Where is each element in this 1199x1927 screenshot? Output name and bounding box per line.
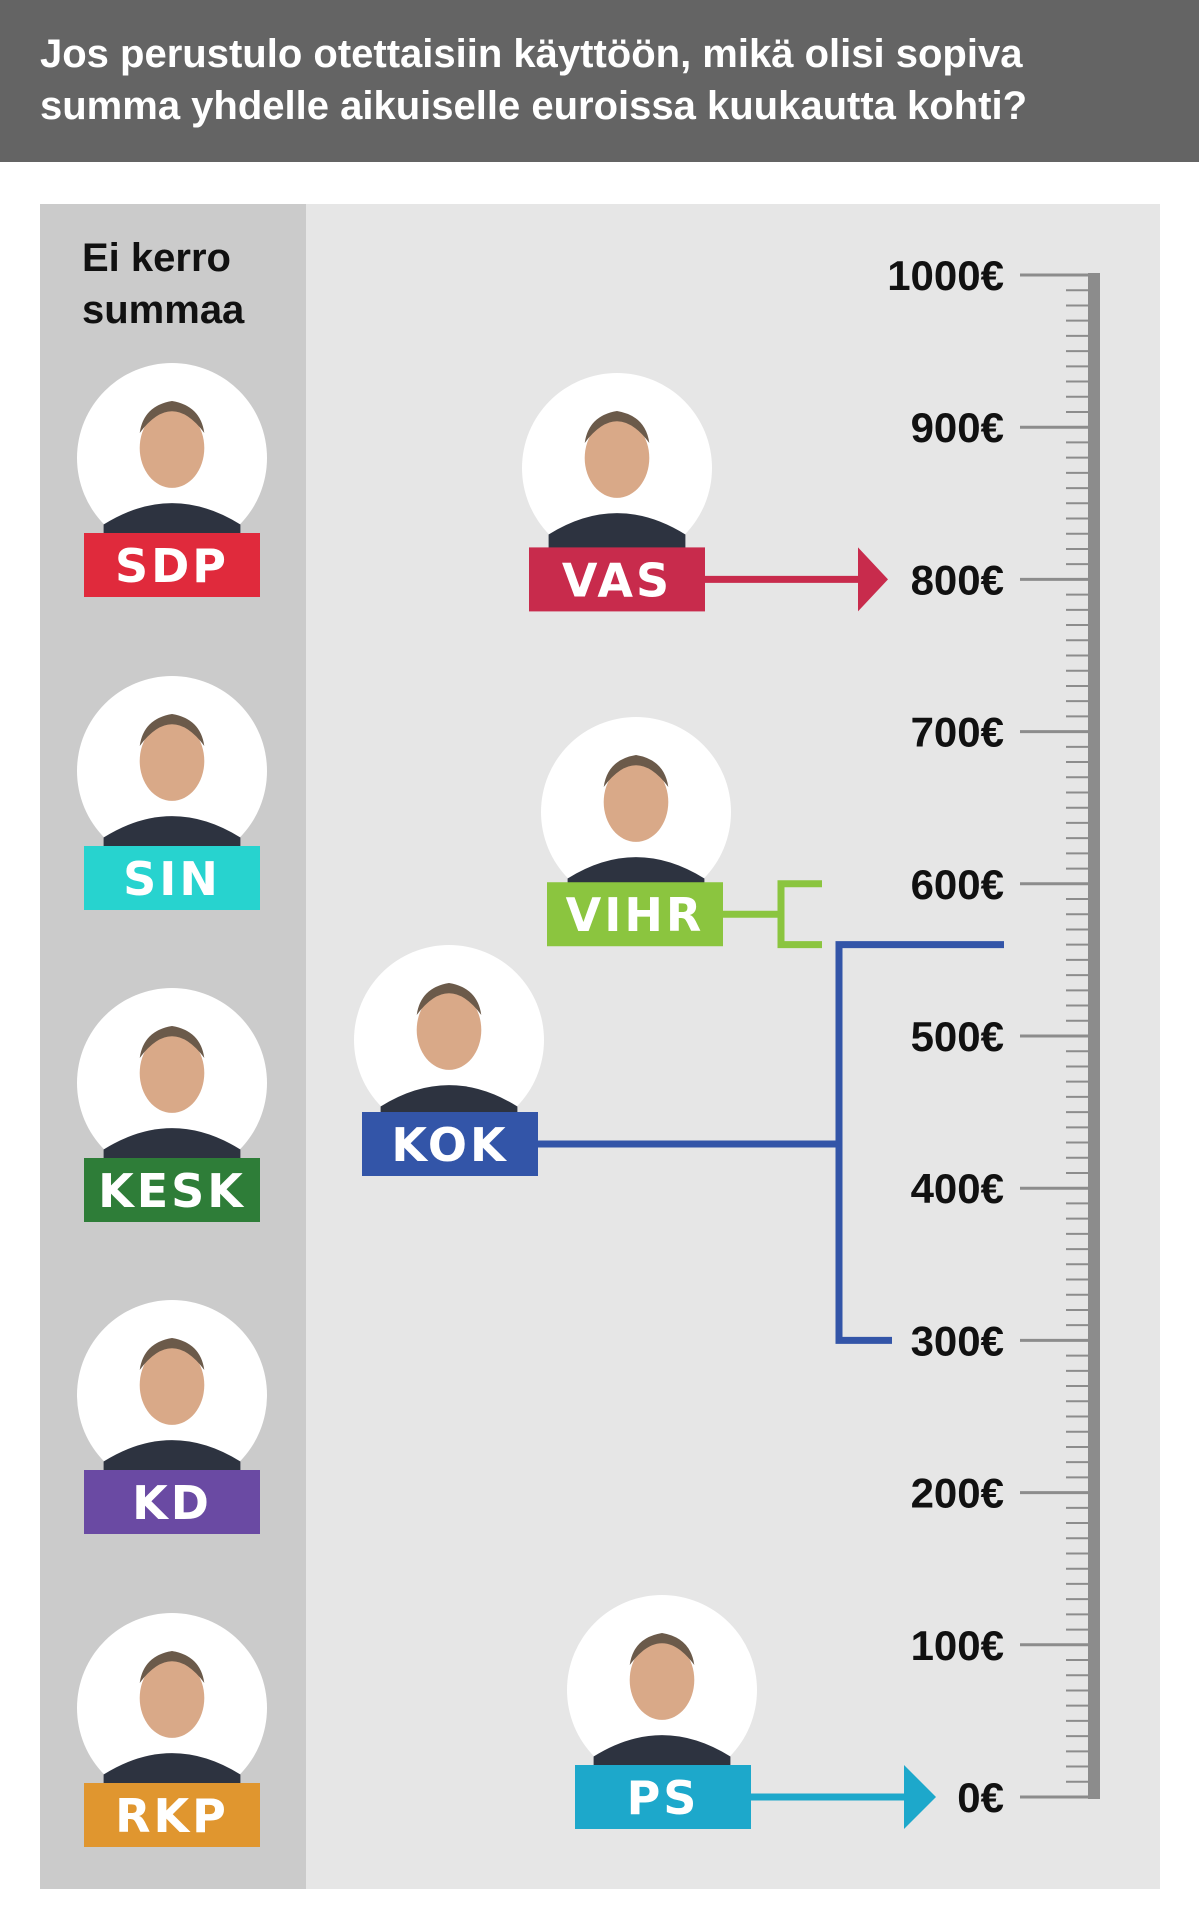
tick-label: 200€ [911,1470,1004,1517]
tick-label: 900€ [911,404,1004,451]
sin-portrait-face [139,721,205,801]
vihr-label: VIHR [566,888,705,942]
vas-arrow-head [858,547,888,612]
vas-portrait-face [584,418,650,498]
vihr-portrait-hair [603,755,669,787]
kd-portrait-face [139,1345,205,1425]
kesk-portrait-hair [139,1026,205,1058]
ps-label-box [575,1765,751,1829]
no-amount-heading: Ei kerro summaa [82,236,245,332]
kok-bracket [835,941,1004,1344]
rkp-portrait-face [139,1658,205,1738]
tick-label: 700€ [911,709,1004,756]
ps-arrow-head [904,1765,936,1829]
kd-portrait-hair [139,1338,205,1370]
sdp-portrait-face [139,408,205,488]
kok-label-box [362,1112,538,1176]
ps-portrait-hair [629,1633,695,1665]
tick-label: 300€ [911,1317,1004,1364]
sdp-label: SDP [115,539,229,593]
sin-portrait-hair [139,714,205,746]
sdp-label-box [84,533,260,597]
kok-label: KOK [391,1118,508,1172]
sin-label: SIN [123,852,221,906]
tick-label: 0€ [957,1774,1004,1821]
tick-label: 400€ [911,1165,1004,1212]
header-bar: Jos perustulo otettaisiin käyttöön, mikä… [0,0,1199,162]
rkp-portrait-hair [139,1651,205,1683]
vas-portrait-hair [584,411,650,443]
rkp-label-box [84,1783,260,1847]
kd-label-box [84,1470,260,1534]
tick-label: 1000€ [887,252,1004,299]
kd-label: KD [132,1476,212,1530]
sdp-portrait-hair [139,401,205,433]
kok-portrait-face [416,990,482,1070]
kok-portrait-hair [416,983,482,1015]
rkp-label: RKP [115,1789,229,1843]
sin-label-box [84,846,260,910]
vihr-portrait-face [603,762,669,842]
kesk-portrait-face [139,1033,205,1113]
kesk-label: KESK [98,1164,246,1218]
tick-label: 800€ [911,556,1004,603]
kesk-label-box [84,1158,260,1222]
ps-label: PS [627,1771,700,1825]
vas-label: VAS [562,553,672,607]
vihr-bracket [777,880,822,949]
vas-label-box [529,547,705,612]
ps-portrait-face [629,1640,695,1720]
chart-title: Jos perustulo otettaisiin käyttöön, mikä… [40,32,1028,128]
tick-label: 600€ [911,861,1004,908]
vihr-label-box [547,882,723,947]
tick-label: 100€ [911,1622,1004,1669]
tick-label: 500€ [911,1013,1004,1060]
